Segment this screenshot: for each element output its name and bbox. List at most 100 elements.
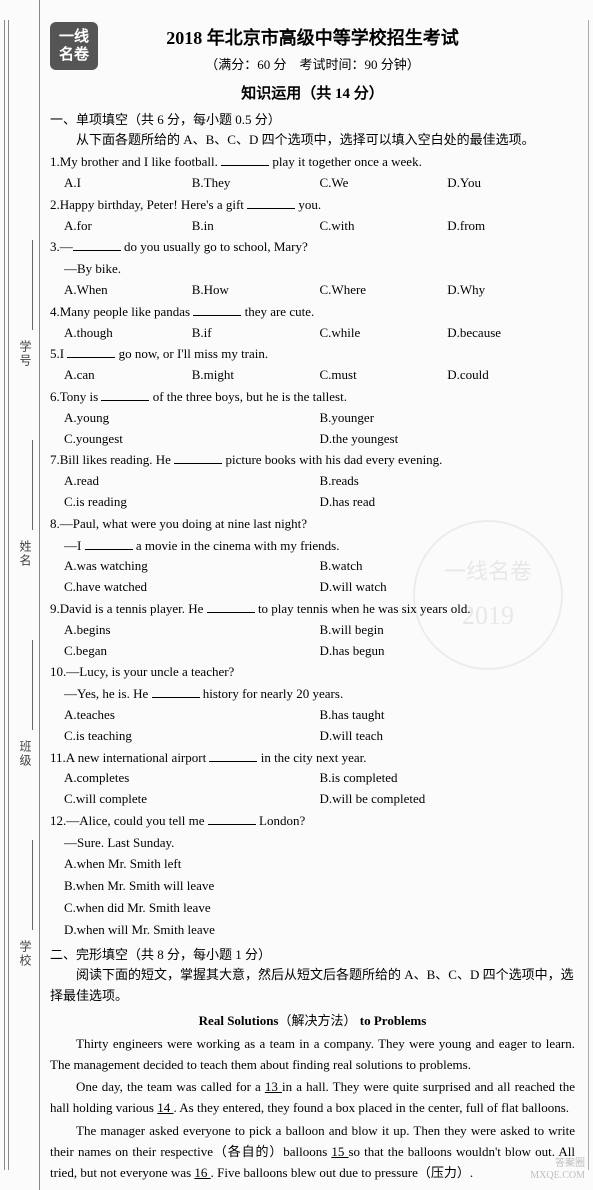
passage-title: Real Solutions（解决方法） to Problems — [50, 1011, 575, 1032]
blank-16: 16 — [194, 1165, 210, 1180]
q10-options: A.teaches B.has taught — [64, 705, 575, 726]
part2-instruction: 阅读下面的短文，掌握其大意，然后从短文后各题所给的 A、B、C、D 四个选项中，… — [50, 965, 575, 1007]
q4-B: B.if — [192, 323, 320, 344]
exam-page: 学号 姓名 班级 学校 一线 名卷 2018 年北京市高级中等学校招生考试 （满… — [0, 0, 593, 1190]
q2-B: B.in — [192, 216, 320, 237]
q8-stem: —I a movie in the cinema with my friends… — [64, 536, 575, 557]
q9-stem: 9.David is a tennis player. He to play t… — [50, 599, 575, 620]
decorative-line — [8, 20, 9, 1170]
side-frame: 学号 姓名 班级 学校 — [0, 0, 40, 1190]
q2-options: A.for B.in C.with D.from — [64, 216, 575, 237]
q4-stem: 4.Many people like pandas they are cute. — [50, 302, 575, 323]
passage-p3: The manager asked everyone to pick a bal… — [50, 1121, 575, 1183]
q3-C: C.Where — [320, 280, 448, 301]
q5-C: C.must — [320, 365, 448, 386]
q6-D: D.the youngest — [320, 429, 576, 450]
q6-options: A.young B.younger — [64, 408, 575, 429]
q9-C: C.began — [64, 641, 320, 662]
q2-C: C.with — [320, 216, 448, 237]
q12-stem: 12.—Alice, could you tell me London? — [50, 811, 575, 832]
q11-A: A.completes — [64, 768, 320, 789]
blank — [73, 240, 121, 252]
blank — [174, 453, 222, 465]
q12-line2: —Sure. Last Sunday. — [64, 833, 575, 854]
q2-A: A.for — [64, 216, 192, 237]
underline — [32, 640, 33, 730]
q12-D: D.when will Mr. Smith leave — [64, 920, 575, 941]
q3-line2: —By bike. — [64, 259, 575, 280]
q8-B: B.watch — [320, 556, 576, 577]
q9-options: A.begins B.will begin — [64, 620, 575, 641]
q10-A: A.teaches — [64, 705, 320, 726]
q6-options-2: C.youngest D.the youngest — [64, 429, 575, 450]
q2-D: D.from — [447, 216, 575, 237]
q10-C: C.is teaching — [64, 726, 320, 747]
q11-stem: 11.A new international airport in the ci… — [50, 748, 575, 769]
side-label-xuexiao: 学校 — [14, 940, 34, 968]
q10-options-2: C.is teaching D.will teach — [64, 726, 575, 747]
q10-B: B.has taught — [320, 705, 576, 726]
blank — [208, 813, 256, 825]
q5-A: A.can — [64, 365, 192, 386]
q3-stem: 3.— do you usually go to school, Mary? — [50, 237, 575, 258]
blank — [101, 389, 149, 401]
side-label-xuehao: 学号 — [14, 340, 34, 368]
q3-options: A.When B.How C.Where D.Why — [64, 280, 575, 301]
q1-A: A.I — [64, 173, 192, 194]
q10-D: D.will teach — [320, 726, 576, 747]
footer-watermark: 答案圈 MXQE.COM — [530, 1158, 585, 1182]
q9-options-2: C.began D.has begun — [64, 641, 575, 662]
part1-instruction: 从下面各题所给的 A、B、C、D 四个选项中，选择可以填入空白处的最佳选项。 — [50, 130, 575, 151]
q11-options-2: C.will complete D.will be completed — [64, 789, 575, 810]
q5-D: D.could — [447, 365, 575, 386]
blank — [85, 538, 133, 550]
q3-D: D.Why — [447, 280, 575, 301]
side-label-xingming: 姓名 — [14, 540, 34, 568]
part1-heading: 一、单项填空（共 6 分，每小题 0.5 分） — [50, 110, 575, 131]
q7-B: B.reads — [320, 471, 576, 492]
q11-D: D.will be completed — [320, 789, 576, 810]
q9-A: A.begins — [64, 620, 320, 641]
q5-B: B.might — [192, 365, 320, 386]
q6-A: A.young — [64, 408, 320, 429]
q3-A: A.When — [64, 280, 192, 301]
decorative-line — [4, 20, 5, 1170]
q10-stem: —Yes, he is. He history for nearly 20 ye… — [64, 684, 575, 705]
q4-D: D.because — [447, 323, 575, 344]
q4-options: A.though B.if C.while D.because — [64, 323, 575, 344]
blank-15: 15 — [331, 1144, 348, 1159]
blank — [247, 197, 295, 209]
underline — [32, 240, 33, 330]
q6-B: B.younger — [320, 408, 576, 429]
blank — [209, 750, 257, 762]
q7-stem: 7.Bill likes reading. He picture books w… — [50, 450, 575, 471]
q8-C: C.have watched — [64, 577, 320, 598]
q7-A: A.read — [64, 471, 320, 492]
q6-C: C.youngest — [64, 429, 320, 450]
underline — [32, 440, 33, 530]
content-area: 一线 名卷 2018 年北京市高级中等学校招生考试 （满分：60 分 考试时间：… — [44, 20, 581, 1170]
q10-line1: 10.—Lucy, is your uncle a teacher? — [50, 662, 575, 683]
q1-B: B.They — [192, 173, 320, 194]
q4-A: A.though — [64, 323, 192, 344]
q7-options-2: C.is reading D.has read — [64, 492, 575, 513]
q8-options-2: C.have watched D.will watch — [64, 577, 575, 598]
underline — [32, 840, 33, 930]
q6-stem: 6.Tony is of the three boys, but he is t… — [50, 387, 575, 408]
passage-p2: One day, the team was called for a 13 in… — [50, 1077, 575, 1119]
q9-D: D.has begun — [320, 641, 576, 662]
q9-B: B.will begin — [320, 620, 576, 641]
q8-D: D.will watch — [320, 577, 576, 598]
q2-stem: 2.Happy birthday, Peter! Here's a gift y… — [50, 195, 575, 216]
q4-C: C.while — [320, 323, 448, 344]
q7-options: A.read B.reads — [64, 471, 575, 492]
exam-subtitle: （满分：60 分 考试时间：90 分钟） — [50, 55, 575, 76]
q11-options: A.completes B.is completed — [64, 768, 575, 789]
side-label-banji: 班级 — [14, 740, 34, 768]
q8-A: A.was watching — [64, 556, 320, 577]
blank — [221, 155, 269, 167]
q5-options: A.can B.might C.must D.could — [64, 365, 575, 386]
q1-C: C.We — [320, 173, 448, 194]
blank-13: 13 — [265, 1079, 282, 1094]
brand-logo: 一线 名卷 — [50, 22, 98, 70]
